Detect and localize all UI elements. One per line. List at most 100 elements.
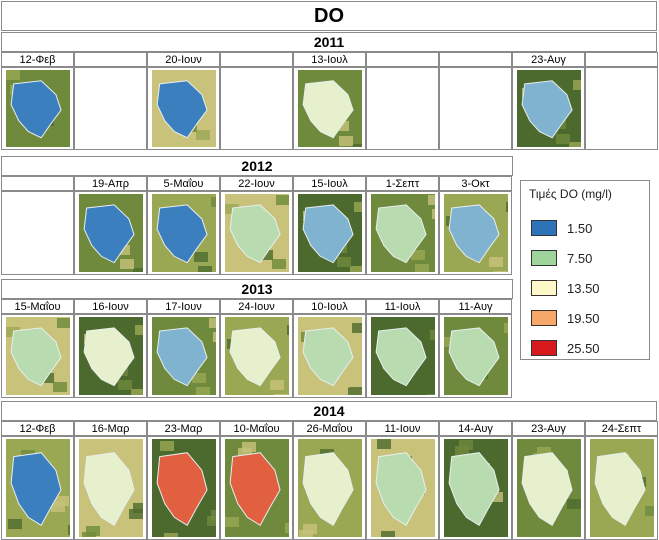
map-cell: [1, 67, 74, 150]
lake-map-icon: [152, 194, 216, 272]
lake-map-icon: [79, 194, 143, 272]
year-header-2012: 2012: [1, 156, 513, 176]
map-cell: [293, 314, 366, 398]
legend-swatch: [531, 340, 557, 356]
map-cell: [147, 314, 220, 398]
lake-map-icon: [6, 439, 70, 537]
empty-cell: [220, 67, 293, 150]
date-label: 24-Σεπτ: [585, 421, 658, 436]
year-header-2014: 2014: [1, 401, 657, 421]
map-cell: [439, 436, 512, 540]
map-cell: [585, 436, 658, 540]
date-label: 22-Ιουν: [220, 176, 293, 191]
date-label: 17-Ιουν: [147, 299, 220, 314]
date-label: 16-Μαρ: [74, 421, 147, 436]
year-header-2011: 2011: [1, 32, 657, 52]
lake-map-icon: [371, 194, 435, 272]
date-label: 10-Μαΐου: [220, 421, 293, 436]
date-label: [74, 52, 147, 67]
legend: Τιμές DO (mg/l) 1.50 7.50 13.50 19.50 25.50: [520, 180, 650, 360]
lake-map-icon: [152, 439, 216, 537]
map-cell: [74, 436, 147, 540]
date-label: 19-Απρ: [74, 176, 147, 191]
lake-map-icon: [444, 439, 508, 537]
date-label: 15-Μαΐου: [1, 299, 74, 314]
date-label: [220, 52, 293, 67]
lake-map-icon: [6, 70, 70, 147]
map-cell: [366, 436, 439, 540]
map-cell: [74, 191, 147, 275]
lake-map-icon: [79, 317, 143, 395]
date-label: [366, 52, 439, 67]
date-label: 23-Μαρ: [147, 421, 220, 436]
map-cell: [439, 191, 512, 275]
lake-map-icon: [6, 317, 70, 395]
map-cell: [1, 436, 74, 540]
date-label: 23-Αυγ: [512, 421, 585, 436]
lake-map-icon: [298, 317, 362, 395]
lake-map-icon: [298, 439, 362, 537]
map-cell: [220, 314, 293, 398]
map-cell: [293, 67, 366, 150]
date-label: 20-Ιουν: [147, 52, 220, 67]
map-cell: [147, 67, 220, 150]
empty-cell: [585, 67, 658, 150]
map-cell: [220, 436, 293, 540]
date-label: 11-Ιουλ: [366, 299, 439, 314]
year-header-2013: 2013: [1, 279, 513, 299]
date-label: 3-Οκτ: [439, 176, 512, 191]
lake-map-icon: [225, 439, 289, 537]
legend-item: 19.50: [531, 307, 600, 329]
map-cell: [220, 191, 293, 275]
legend-value: 7.50: [567, 250, 593, 266]
legend-swatch: [531, 250, 557, 266]
date-label: 13-Ιουλ: [293, 52, 366, 67]
map-cell: [74, 314, 147, 398]
lake-map-icon: [152, 317, 216, 395]
lake-map-icon: [152, 70, 216, 147]
lake-map-icon: [444, 194, 508, 272]
legend-swatch: [531, 310, 557, 326]
legend-item: 13.50: [531, 277, 600, 299]
lake-map-icon: [298, 70, 362, 147]
legend-item: 1.50: [531, 217, 592, 239]
map-cell: [366, 314, 439, 398]
date-label: [585, 52, 658, 67]
lake-map-icon: [225, 317, 289, 395]
empty-cell: [1, 191, 74, 275]
date-label: 12-Φεβ: [1, 52, 74, 67]
date-label: 11-Αυγ: [439, 299, 512, 314]
lake-map-icon: [225, 194, 289, 272]
date-label: 24-Ιουν: [220, 299, 293, 314]
map-cell: [512, 67, 585, 150]
map-cell: [147, 191, 220, 275]
map-cell: [512, 436, 585, 540]
figure-title: DO: [1, 1, 657, 31]
lake-map-icon: [371, 439, 435, 537]
map-cell: [293, 436, 366, 540]
date-label: 16-Ιουν: [74, 299, 147, 314]
lake-map-icon: [590, 439, 654, 537]
lake-map-icon: [298, 194, 362, 272]
lake-map-icon: [517, 439, 581, 537]
legend-title: Τιμές DO (mg/l): [529, 187, 612, 201]
date-label: 10-Ιουλ: [293, 299, 366, 314]
lake-map-icon: [371, 317, 435, 395]
date-label: 15-Ιουλ: [293, 176, 366, 191]
lake-map-icon: [79, 439, 143, 537]
map-cell: [147, 436, 220, 540]
empty-cell: [366, 67, 439, 150]
legend-item: 7.50: [531, 247, 592, 269]
map-cell: [439, 314, 512, 398]
date-label: 23-Αυγ: [512, 52, 585, 67]
date-label: 5-Μαΐου: [147, 176, 220, 191]
date-label: [439, 52, 512, 67]
date-label: 1-Σεπτ: [366, 176, 439, 191]
legend-value: 19.50: [567, 310, 600, 326]
legend-item: 25.50: [531, 337, 600, 359]
date-label: 26-Μαΐου: [293, 421, 366, 436]
legend-value: 25.50: [567, 340, 600, 356]
date-label: [1, 176, 74, 191]
map-cell: [293, 191, 366, 275]
